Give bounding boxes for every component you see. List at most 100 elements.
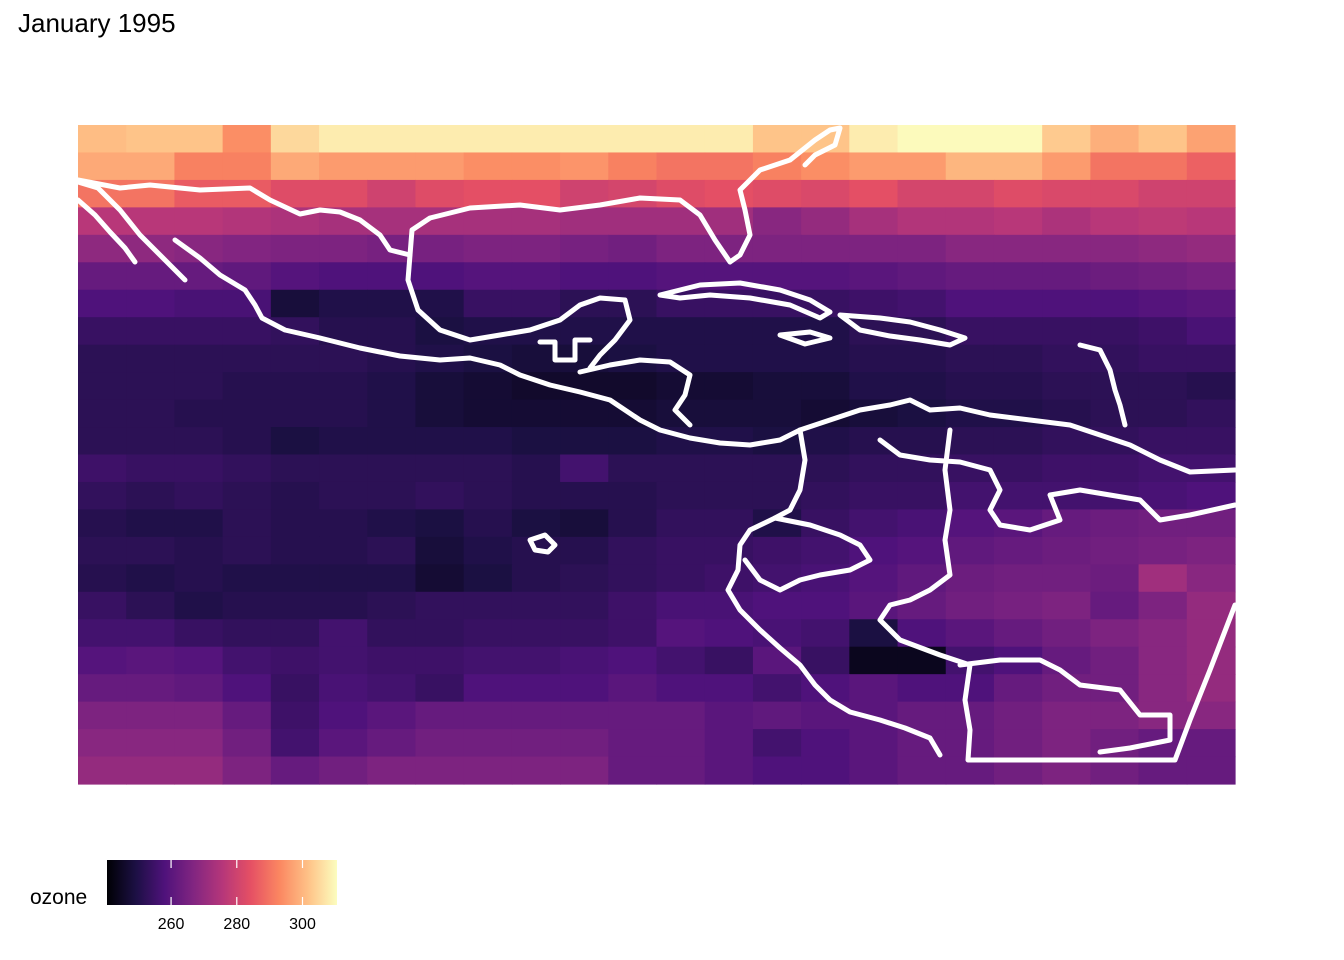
heatmap-cell — [849, 646, 899, 675]
heatmap-cell — [801, 756, 850, 785]
heatmap-cell — [1186, 262, 1236, 291]
heatmap-cell — [801, 454, 850, 483]
heatmap-cell — [1186, 234, 1236, 263]
heatmap-cell — [511, 591, 561, 620]
heatmap-cell — [174, 729, 224, 758]
heatmap-cell — [945, 619, 995, 648]
heatmap-cell — [993, 234, 1043, 263]
heatmap-cell — [367, 125, 417, 154]
heatmap-cell — [270, 125, 320, 154]
heatmap-cell — [78, 317, 127, 346]
heatmap-cell — [897, 701, 947, 730]
heatmap-cell — [463, 619, 513, 648]
heatmap-cell — [1186, 372, 1236, 401]
heatmap-cell — [463, 536, 513, 565]
heatmap-cell — [270, 152, 320, 181]
heatmap-cell — [1186, 179, 1236, 208]
heatmap-cell — [126, 591, 176, 620]
heatmap-cell — [1138, 509, 1188, 538]
heatmap-cell — [415, 372, 465, 401]
heatmap-cell — [319, 125, 368, 154]
heatmap-cell — [704, 729, 754, 758]
heatmap-cell — [367, 591, 417, 620]
heatmap-cell — [993, 674, 1043, 703]
heatmap-cell — [849, 234, 899, 263]
heatmap-cell — [945, 536, 995, 565]
heatmap-cell — [560, 207, 609, 236]
heatmap-cell — [1138, 207, 1188, 236]
heatmap-cell — [270, 619, 320, 648]
heatmap-cell — [704, 756, 754, 785]
heatmap-cell — [801, 591, 850, 620]
heatmap-cell — [945, 591, 995, 620]
heatmap-cell — [704, 152, 754, 181]
heatmap-cell — [222, 427, 272, 456]
lesser-antilles — [1077, 342, 1128, 428]
heatmap-cell — [897, 509, 947, 538]
heatmap-cell — [174, 317, 224, 346]
heatmap-cell — [801, 262, 850, 291]
heatmap-cell — [463, 701, 513, 730]
heatmap-cell — [78, 591, 127, 620]
heatmap-cell — [801, 179, 850, 208]
heatmap-cell — [270, 646, 320, 675]
heatmap-cell — [78, 509, 127, 538]
heatmap-cell — [1138, 564, 1188, 593]
interior-borders — [957, 657, 1173, 755]
heatmap-cell — [319, 729, 368, 758]
heatmap-cell — [752, 674, 802, 703]
heatmap-cell — [608, 125, 658, 154]
heatmap-cell — [1186, 564, 1236, 593]
heatmap-cell — [511, 509, 561, 538]
heatmap-cell — [1138, 674, 1188, 703]
heatmap-cell — [126, 454, 176, 483]
heatmap-cell — [1042, 179, 1091, 208]
south-america-borders — [742, 427, 1238, 763]
heatmap-cell — [1042, 454, 1091, 483]
heatmap-cell — [945, 344, 995, 373]
heatmap-cell — [174, 152, 224, 181]
heatmap-cell — [704, 619, 754, 648]
heatmap-cell — [174, 207, 224, 236]
heatmap-cell — [367, 289, 417, 318]
heatmap-cell — [945, 427, 995, 456]
heatmap-cell — [752, 207, 802, 236]
heatmap-cell — [1138, 427, 1188, 456]
cuba-outline — [657, 280, 833, 321]
heatmap-cell — [704, 646, 754, 675]
heatmap-cell — [367, 372, 417, 401]
heatmap-cell — [993, 427, 1043, 456]
heatmap-cell — [945, 481, 995, 511]
heatmap-cell — [849, 674, 899, 703]
heatmap-cell — [656, 674, 706, 703]
heatmap-cell — [1186, 344, 1236, 373]
heatmap-cell — [656, 125, 706, 154]
heatmap-cell — [1090, 536, 1140, 565]
heatmap-cell — [1186, 289, 1236, 318]
heatmap-cell — [897, 756, 947, 785]
heatmap-cell — [222, 317, 272, 346]
legend-tick-label: 260 — [157, 916, 185, 933]
heatmap-cell — [126, 399, 176, 428]
heatmap-cell — [801, 427, 850, 456]
heatmap-cell — [993, 454, 1043, 483]
heatmap-cell — [319, 399, 368, 428]
heatmap-cell — [608, 536, 658, 565]
heatmap-cell — [608, 289, 658, 318]
heatmap-cell — [801, 646, 850, 675]
heatmap-cell — [608, 509, 658, 538]
heatmap-cell — [656, 317, 706, 346]
heatmap-cell — [704, 125, 754, 154]
heatmap-cell — [511, 481, 561, 511]
hispaniola-outline — [837, 312, 968, 348]
heatmap-cell — [174, 701, 224, 730]
heatmap-cell — [1138, 619, 1188, 648]
heatmap-cell — [78, 262, 127, 291]
heatmap-cell — [222, 646, 272, 675]
heatmap-cell — [945, 372, 995, 401]
heatmap-cell — [656, 646, 706, 675]
heatmap-cell — [222, 509, 272, 538]
heatmap-cell — [463, 372, 513, 401]
heatmap-cell — [511, 701, 561, 730]
heatmap-cell — [78, 729, 127, 758]
